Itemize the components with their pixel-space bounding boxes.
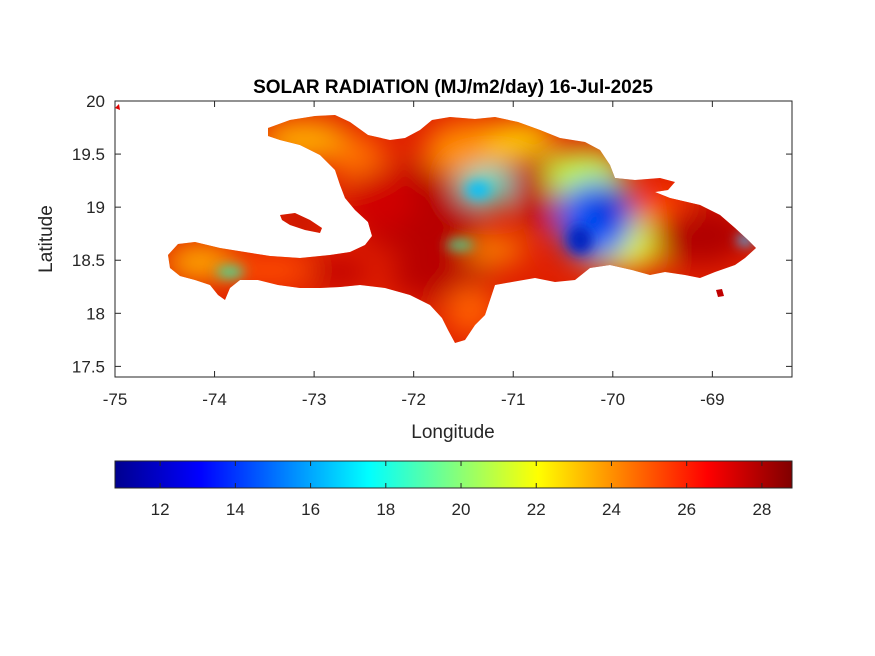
y-tick-label: 18 <box>86 304 105 323</box>
x-tick-label: -73 <box>302 390 327 409</box>
colorbar-tick-label: 12 <box>151 500 170 519</box>
colorbar-tick-label: 22 <box>527 500 546 519</box>
y-tick-label: 18.5 <box>72 251 105 270</box>
y-axis-label: Latitude <box>36 205 57 273</box>
x-tick-label: -71 <box>501 390 526 409</box>
colorbar-tick-label: 20 <box>452 500 471 519</box>
colorbar-tick-label: 14 <box>226 500 245 519</box>
x-tick-label: -69 <box>700 390 725 409</box>
map-fragment-se <box>716 289 724 297</box>
y-tick-label: 19.5 <box>72 145 105 164</box>
x-tick-label: -72 <box>401 390 426 409</box>
colorbar-tick-label: 24 <box>602 500 621 519</box>
y-tick-label: 20 <box>86 92 105 111</box>
colorbar <box>114 460 793 489</box>
y-tick-label: 17.5 <box>72 357 105 376</box>
x-axis: -75 -74 -73 -72 -71 -70 -69 <box>103 101 725 409</box>
colorbar-tick-label: 28 <box>752 500 771 519</box>
colorbar-tick-label: 18 <box>376 500 395 519</box>
x-axis-label: Longitude <box>411 422 494 443</box>
chart-title: SOLAR RADIATION (MJ/m2/day) 16-Jul-2025 <box>253 77 653 98</box>
colorbar-tick-label: 16 <box>301 500 320 519</box>
x-tick-label: -75 <box>103 390 128 409</box>
x-tick-label: -70 <box>601 390 626 409</box>
colorbar-ticks: 12 14 16 18 20 22 24 26 28 <box>151 461 771 519</box>
x-tick-label: -74 <box>202 390 227 409</box>
y-tick-label: 19 <box>86 198 105 217</box>
colorbar-tick-label: 26 <box>677 500 696 519</box>
map-fragment-nw <box>115 104 120 110</box>
y-axis: 20 19.5 19 18.5 18 17.5 <box>72 92 792 376</box>
